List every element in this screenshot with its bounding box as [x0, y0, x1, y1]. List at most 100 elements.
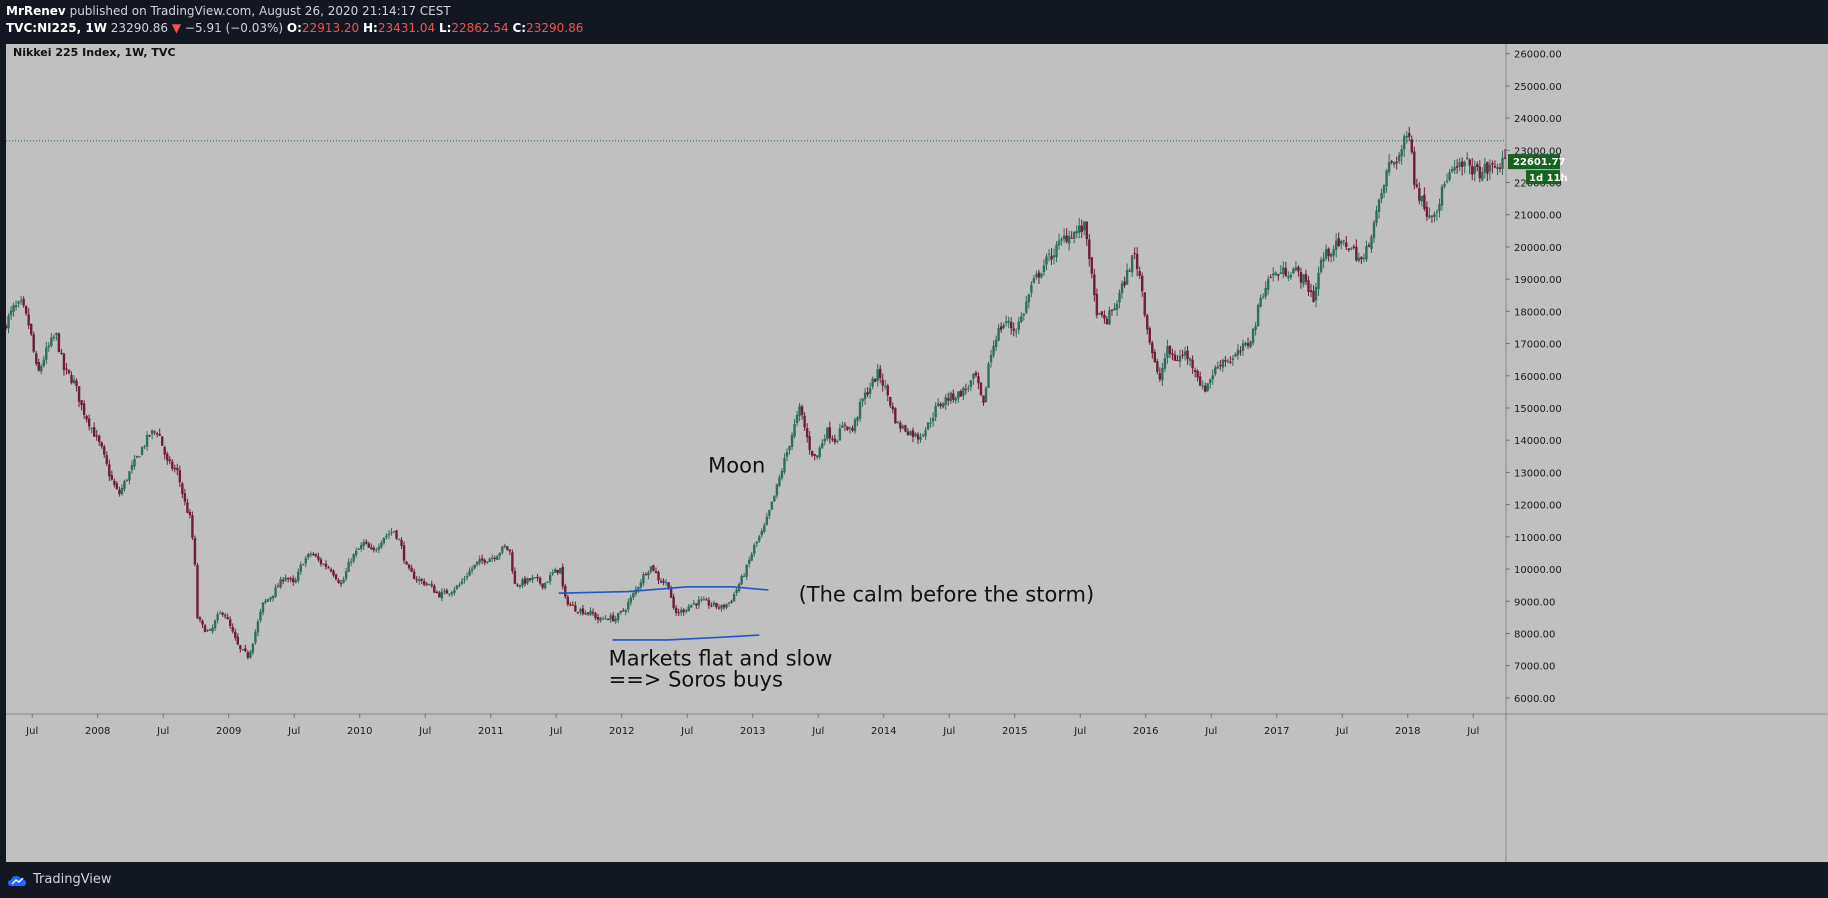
candle-body — [329, 569, 333, 572]
lower-range-line[interactable] — [612, 634, 760, 641]
candle-body — [1188, 358, 1192, 361]
candle-body — [989, 354, 993, 363]
candle — [1098, 312, 1101, 315]
candle — [480, 554, 484, 565]
candle-body — [150, 430, 154, 435]
candle — [1234, 352, 1237, 358]
annotation-text[interactable]: Moon — [708, 453, 765, 477]
candle — [473, 564, 476, 570]
candle-body — [274, 587, 277, 597]
candle — [685, 608, 688, 614]
candle-body — [1022, 313, 1026, 316]
y-tick-label: 13000.00 — [1514, 468, 1562, 479]
candle-body — [941, 403, 945, 408]
candle — [947, 392, 950, 406]
candle-body — [455, 585, 459, 589]
candle-body — [740, 575, 743, 585]
candle-body — [1198, 376, 1202, 386]
candle-body — [1196, 370, 1199, 378]
candle — [1037, 269, 1041, 285]
candle — [264, 598, 267, 605]
candle-body — [1166, 346, 1169, 359]
candle-body — [1020, 316, 1023, 323]
candle — [32, 331, 35, 353]
candle-body — [742, 575, 746, 577]
candle — [72, 375, 76, 385]
candle-body — [1211, 375, 1214, 380]
candle-body — [1488, 164, 1492, 172]
candle — [687, 603, 690, 612]
candle — [725, 603, 728, 610]
candle-body — [1284, 267, 1288, 277]
candle-body — [40, 366, 43, 372]
candle — [360, 542, 363, 552]
candle-body — [1151, 342, 1154, 354]
chart-area[interactable]: Nikkei 225 Index, 1W, TVC 26000.00 25000.0… — [6, 44, 1828, 862]
annotation-text[interactable]: ==> Soros buys — [609, 668, 783, 692]
candle-body — [188, 511, 192, 516]
price-chart[interactable]: Nikkei 225 Index, 1W, TVC 26000.00 25000.0… — [6, 44, 1828, 862]
candle-body — [362, 542, 365, 546]
candle-body — [629, 597, 632, 603]
candle-body — [496, 556, 499, 560]
candle — [362, 539, 365, 551]
candle — [448, 593, 451, 597]
candle — [972, 372, 975, 385]
candle — [1103, 310, 1106, 324]
candle-body — [6, 325, 8, 329]
candle — [1332, 245, 1335, 262]
candle — [584, 610, 587, 615]
x-tick-label: 2016 — [1133, 726, 1158, 737]
candle — [853, 417, 857, 434]
annotation-text[interactable]: Markets flat and slow — [609, 647, 833, 671]
candle-body — [760, 530, 763, 536]
candle-body — [312, 554, 315, 556]
candle-body — [894, 408, 897, 424]
candle-body — [627, 602, 630, 610]
low-label: L: — [438, 21, 452, 35]
candle-body — [463, 578, 466, 581]
candle-body — [755, 541, 758, 544]
candle-body — [1259, 297, 1262, 307]
upper-range-line[interactable] — [558, 586, 769, 594]
candle — [491, 554, 494, 563]
candle — [1025, 295, 1028, 315]
candle-body — [314, 554, 318, 557]
candle — [468, 567, 471, 577]
candle — [62, 352, 66, 376]
candle — [203, 623, 207, 633]
candle — [1345, 235, 1348, 250]
candle — [579, 607, 582, 616]
candle-body — [9, 310, 13, 316]
candle — [969, 379, 973, 392]
candle-body — [1342, 240, 1345, 242]
candle — [1035, 270, 1038, 280]
candle — [589, 607, 592, 616]
candle — [1395, 156, 1398, 170]
candle-body — [778, 477, 781, 486]
candle — [1251, 328, 1255, 346]
candle-body — [425, 583, 428, 585]
candle-body — [1090, 257, 1094, 274]
candle — [561, 563, 564, 590]
candle-body — [1186, 350, 1189, 360]
candle — [150, 429, 154, 440]
candle — [967, 384, 970, 393]
candle — [977, 372, 980, 390]
author-name[interactable]: MrRenev — [6, 4, 66, 18]
candle-body — [576, 611, 580, 613]
candle-body — [511, 552, 514, 572]
candle — [1478, 160, 1481, 183]
candle — [770, 501, 774, 511]
candle — [188, 509, 192, 519]
candle-body — [445, 590, 449, 594]
candle-body — [770, 501, 774, 510]
symbol-label[interactable]: TVC:NI225, 1W — [6, 21, 107, 35]
annotation-text[interactable]: (The calm before the storm) — [799, 582, 1095, 606]
candle — [332, 569, 335, 578]
x-tick-label: 2015 — [1002, 726, 1027, 737]
tradingview-logo[interactable]: TradingView — [8, 872, 112, 887]
candle — [135, 455, 139, 459]
candle — [299, 561, 302, 575]
candle-body — [710, 605, 713, 607]
